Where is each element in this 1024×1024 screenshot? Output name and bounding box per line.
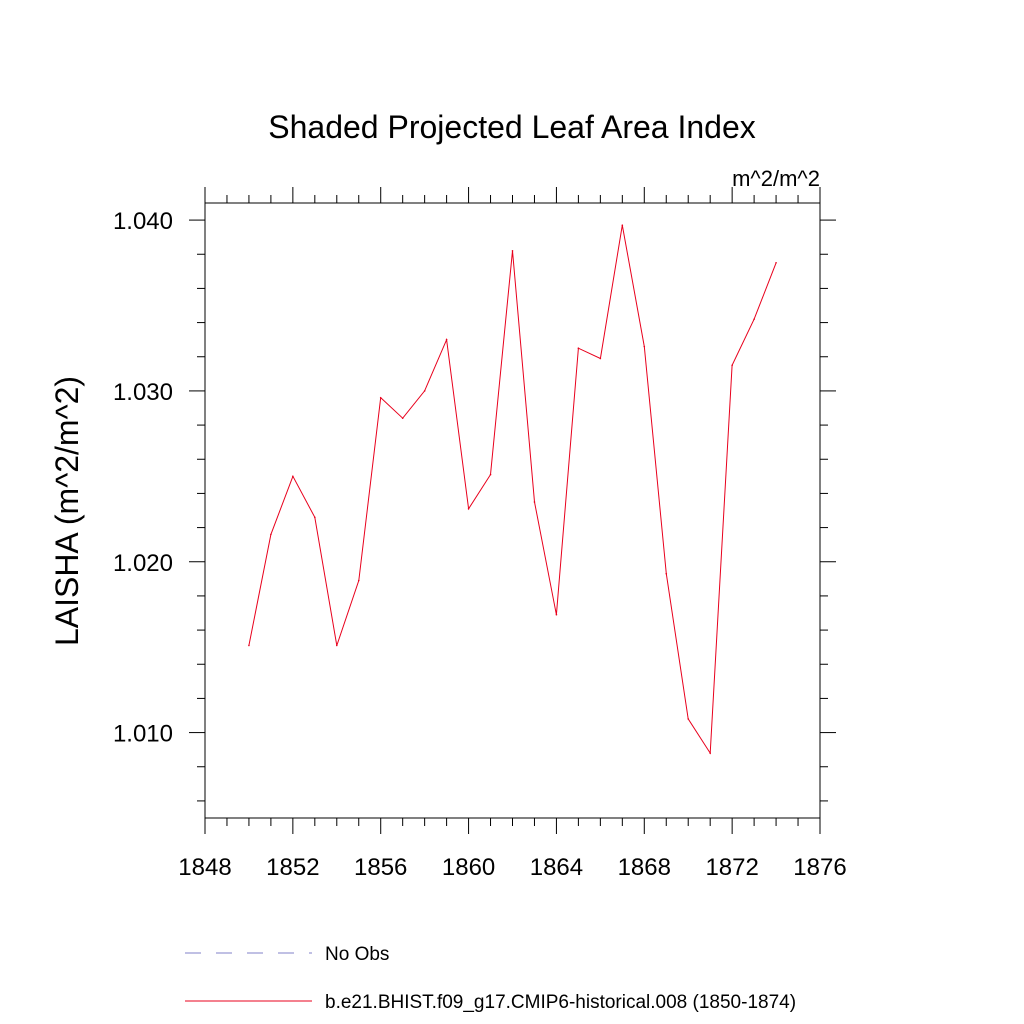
data-point bbox=[248, 644, 250, 647]
data-point bbox=[643, 345, 646, 348]
legend: No Obs b.e21.BHIST.f09_g17.CMIP6-histori… bbox=[185, 944, 796, 1013]
y-tick-label: 1.010 bbox=[113, 721, 173, 748]
x-tick-label: 1860 bbox=[442, 854, 495, 881]
x-tick-label: 1868 bbox=[618, 854, 671, 881]
data-point bbox=[687, 718, 690, 720]
x-tick-label: 1872 bbox=[705, 854, 758, 881]
data-point bbox=[665, 572, 668, 575]
data-point bbox=[379, 396, 382, 399]
data-point bbox=[555, 613, 558, 616]
data-point bbox=[753, 318, 755, 320]
data-point bbox=[775, 261, 777, 264]
series-group bbox=[248, 224, 777, 755]
data-point bbox=[533, 501, 536, 503]
y-tick-label: 1.020 bbox=[113, 550, 173, 577]
y-axis: 1.010 1.020 1.030 1.040 bbox=[113, 208, 836, 802]
data-point bbox=[621, 224, 624, 227]
legend-no-obs-label: No Obs bbox=[325, 944, 389, 965]
data-point bbox=[445, 338, 448, 341]
data-point bbox=[511, 250, 514, 252]
x-tick-label: 1848 bbox=[178, 854, 231, 881]
y-tick-label: 1.030 bbox=[113, 379, 173, 406]
x-tick-label: 1852 bbox=[266, 854, 319, 881]
x-axis: 1848 1852 1856 1860 1864 1868 1872 1876 bbox=[178, 187, 847, 881]
series-line bbox=[248, 225, 777, 755]
data-point bbox=[292, 475, 294, 478]
data-point bbox=[357, 579, 360, 582]
units-label: m^2/m^2 bbox=[732, 166, 820, 191]
y-axis-label: LAISHA (m^2/m^2) bbox=[49, 376, 85, 646]
data-point bbox=[467, 507, 470, 510]
data-point bbox=[335, 644, 338, 647]
y-tick-label: 1.040 bbox=[113, 208, 173, 235]
data-point bbox=[489, 473, 492, 476]
data-point bbox=[599, 357, 602, 360]
data-point bbox=[731, 364, 733, 367]
x-tick-label: 1856 bbox=[354, 854, 407, 881]
data-point bbox=[709, 752, 711, 754]
data-point bbox=[401, 417, 404, 420]
data-point bbox=[314, 516, 316, 519]
data-point bbox=[577, 347, 580, 350]
plot-frame bbox=[204, 202, 821, 819]
x-tick-label: 1864 bbox=[530, 854, 583, 881]
data-point bbox=[270, 533, 272, 536]
chart-title: Shaded Projected Leaf Area Index bbox=[268, 109, 755, 145]
data-point bbox=[423, 390, 426, 392]
x-tick-label: 1876 bbox=[793, 854, 846, 881]
legend-series-label: b.e21.BHIST.f09_g17.CMIP6-historical.008… bbox=[325, 992, 796, 1013]
